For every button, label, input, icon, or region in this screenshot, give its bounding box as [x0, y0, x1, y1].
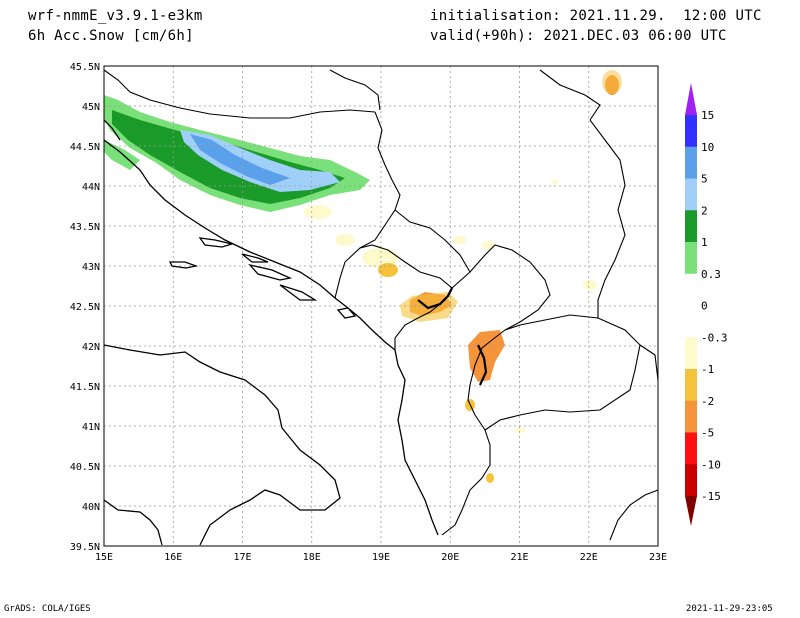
lon-axis: 15E 16E 17E 18E 19E 20E 21E 22E 23E — [95, 552, 667, 563]
model-title: wrf-nmmE_v3.9.1-e3km — [28, 8, 203, 24]
legend-swatch — [685, 115, 697, 148]
snow-pale-7 — [515, 427, 525, 433]
lon-tick-label: 17E — [233, 552, 251, 563]
snow-pale-4 — [454, 236, 466, 244]
snow-gold-1 — [378, 263, 398, 277]
borders — [103, 69, 659, 541]
legend-label: 2 — [701, 204, 708, 217]
heavy-borders — [417, 287, 488, 386]
snow-gold-5 — [602, 70, 622, 94]
lat-tick-label: 44.5N — [70, 142, 100, 153]
legend-label: -10 — [701, 458, 721, 471]
lat-tick-label: 41N — [82, 422, 100, 433]
border-heavy-1 — [417, 287, 453, 310]
lat-tick-label: 41.5N — [70, 382, 100, 393]
legend-label: 10 — [701, 141, 714, 154]
legend-label: -5 — [701, 427, 714, 440]
island-2 — [168, 261, 199, 269]
lat-tick-label: 45N — [82, 102, 100, 113]
snow-pale-3 — [362, 248, 398, 268]
gridlines — [104, 66, 658, 546]
legend-swatch — [685, 369, 697, 402]
legend-label: -0.3 — [701, 331, 728, 344]
legend-label: -15 — [701, 490, 721, 503]
legend-swatch — [685, 337, 697, 370]
island-6 — [336, 307, 357, 319]
footer-timestamp: 2021-11-29-23:05 — [686, 604, 773, 614]
snow-pale-6 — [583, 280, 597, 290]
snow-pale-5 — [482, 241, 494, 249]
snow-pale-1 — [304, 205, 332, 219]
legend-label: 1 — [701, 236, 708, 249]
snow-orange-2 — [468, 330, 505, 382]
border-kosovo — [451, 244, 551, 331]
border-greece-bulgaria — [639, 344, 659, 381]
border-east-upper — [539, 69, 601, 121]
lat-tick-label: 45.5N — [70, 62, 100, 73]
border-serbia-west-jog — [394, 209, 471, 273]
border-serbia-bulgaria — [589, 119, 626, 318]
legend-label: -1 — [701, 363, 714, 376]
lon-tick-label: 22E — [580, 552, 598, 563]
legend-bottom-arrow — [685, 496, 697, 526]
legend-label: 15 — [701, 109, 714, 122]
lon-tick-label: 21E — [510, 552, 528, 563]
lon-tick-label: 23E — [649, 552, 667, 563]
map-frame — [103, 65, 659, 547]
color-legend: 15 10 5 2 1 0.3 0 -0.3 -1 -2 -5 -10 -15 — [685, 83, 728, 526]
lat-tick-label: 39.5N — [70, 542, 100, 553]
init-time: initialisation: 2021.11.29. 12:00 UTC — [430, 8, 762, 24]
lon-tick-label: 15E — [95, 552, 113, 563]
lon-tick-label: 20E — [441, 552, 459, 563]
legend-swatch — [685, 305, 697, 338]
legend-label: 0 — [701, 300, 708, 313]
lat-axis: 45.5N 45N 44.5N 44N 43.5N 43N 42.5N 42N 41.5N 41N… — [70, 62, 100, 553]
lat-tick-label: 42N — [82, 342, 100, 353]
snow-field — [104, 70, 622, 483]
snow-pale-2 — [335, 234, 355, 246]
lon-tick-label: 18E — [303, 552, 321, 563]
lat-tick-label: 40.5N — [70, 462, 100, 473]
legend-swatch — [685, 242, 697, 275]
legend-swatch — [685, 432, 697, 465]
lat-tick-label: 43N — [82, 262, 100, 273]
greece-coast — [609, 489, 659, 541]
border-north-upper — [329, 69, 381, 111]
island-5 — [279, 284, 318, 301]
legend-label: 0.3 — [701, 268, 721, 281]
border-north-macedonia — [484, 314, 641, 431]
border-croatia-bosnia-north — [103, 69, 376, 119]
adriatic-coast-west — [103, 344, 341, 546]
legend-swatch — [685, 400, 697, 433]
coastlines — [103, 119, 439, 546]
footer-credit: GrADS: COLA/IGES — [4, 604, 91, 614]
border-heavy-2 — [477, 344, 488, 386]
lat-tick-label: 42.5N — [70, 302, 100, 313]
snow-band-blue — [190, 134, 290, 185]
snow-gold-4 — [486, 473, 494, 483]
legend-label: 5 — [701, 173, 708, 186]
snow-pale-8 — [552, 179, 558, 185]
island-3 — [248, 263, 293, 281]
legend-swatch — [685, 464, 697, 497]
legend-swatch — [685, 146, 697, 179]
valid-time: valid(+90h): 2021.DEC.03 06:00 UTC — [430, 28, 727, 44]
legend-label: -2 — [701, 395, 714, 408]
lon-tick-label: 19E — [372, 552, 390, 563]
lat-tick-label: 40N — [82, 502, 100, 513]
istria-coast — [103, 119, 121, 141]
lon-tick-label: 16E — [164, 552, 182, 563]
field-title: 6h Acc.Snow [cm/6h] — [28, 28, 194, 44]
legend-swatch — [685, 210, 697, 243]
italy-heel — [103, 499, 163, 546]
adriatic-coast-east — [103, 139, 439, 536]
island-4 — [241, 253, 269, 263]
legend-top-arrow — [685, 83, 697, 115]
island-1 — [198, 237, 235, 248]
legend-swatch — [685, 178, 697, 211]
lat-tick-label: 44N — [82, 182, 100, 193]
lat-tick-label: 43.5N — [70, 222, 100, 233]
legend-swatch — [685, 273, 697, 306]
